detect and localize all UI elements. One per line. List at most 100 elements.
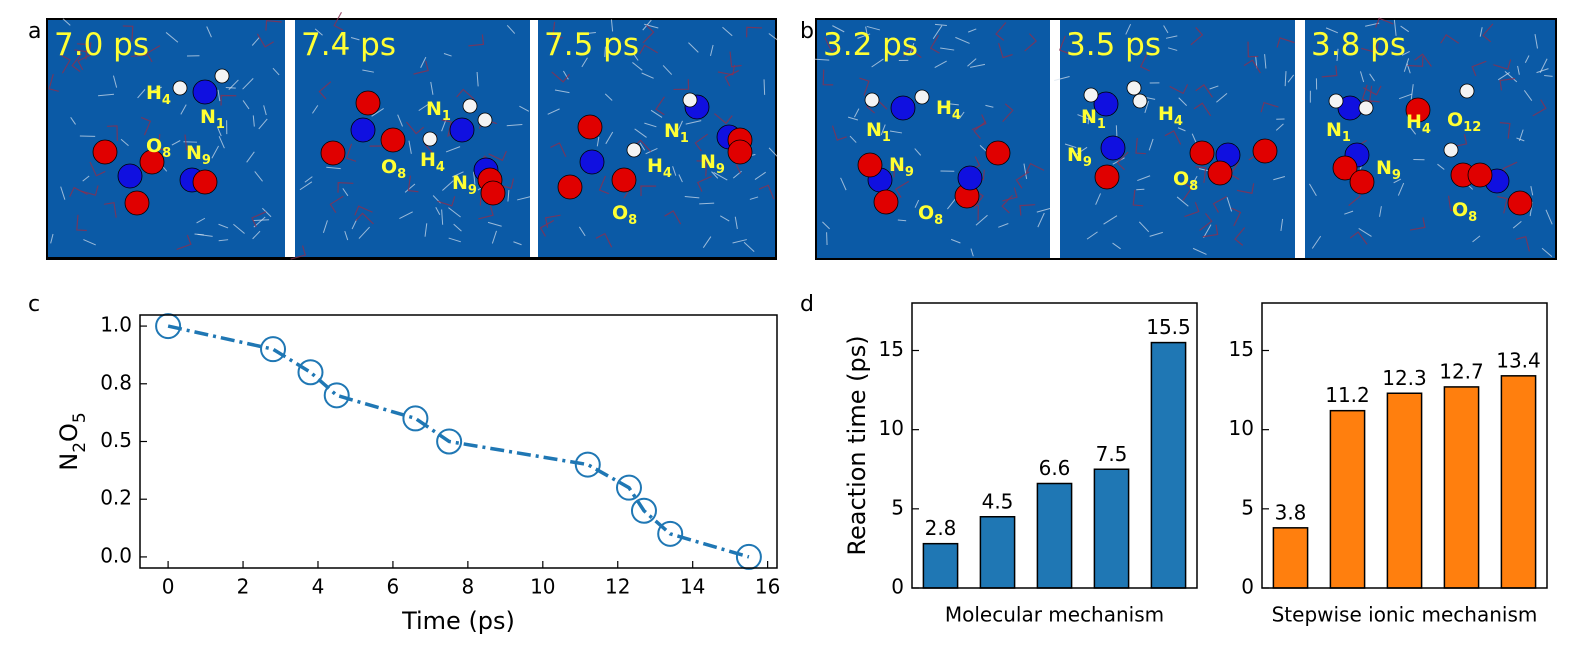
solvent	[1534, 34, 1538, 49]
solvent	[242, 100, 250, 110]
solvent-chain	[1182, 181, 1193, 201]
atom-label: N1	[1326, 119, 1351, 146]
solvent	[871, 58, 884, 68]
solvent-chain	[1497, 195, 1508, 214]
marker	[323, 382, 350, 409]
solvent-chain	[405, 121, 425, 135]
y-axis-label: N2O5	[55, 412, 90, 471]
atom	[579, 149, 605, 175]
solvent	[445, 146, 461, 153]
atom	[1083, 87, 1099, 103]
solvent-chain	[146, 45, 161, 63]
snapshot-time: 3.8 ps	[1311, 27, 1406, 63]
atom	[355, 90, 381, 116]
atom	[1507, 190, 1533, 216]
atom-label: H4	[146, 82, 171, 109]
solvent	[702, 236, 712, 248]
solvent	[678, 174, 683, 183]
solvent	[849, 135, 857, 143]
solvent	[397, 114, 403, 127]
solvent	[1167, 47, 1178, 51]
bar	[1036, 482, 1073, 589]
atom	[957, 165, 983, 191]
atom	[117, 163, 143, 189]
solvent	[967, 28, 977, 33]
solvent-chain	[103, 201, 117, 218]
solvent	[970, 63, 986, 68]
solvent	[326, 166, 341, 170]
solvent	[272, 67, 280, 76]
atom	[873, 189, 899, 215]
solvent-chain	[1243, 59, 1261, 74]
bar	[1272, 527, 1309, 589]
atom	[422, 131, 438, 147]
solvent	[699, 202, 715, 205]
bar	[979, 516, 1016, 589]
marker	[630, 497, 657, 524]
atom	[1358, 100, 1374, 116]
solvent	[452, 171, 464, 178]
bar	[1443, 386, 1480, 589]
solvent	[1403, 58, 1410, 72]
solvent	[1497, 72, 1510, 81]
solvent	[1369, 73, 1375, 82]
solvent-chain	[1532, 99, 1547, 117]
solvent	[225, 87, 236, 89]
solvent	[517, 196, 531, 201]
atom	[1093, 91, 1119, 117]
solvent-chain	[1002, 103, 1014, 123]
atom-label: N9	[452, 172, 477, 199]
atom-label: N9	[186, 142, 211, 169]
solvent-chain	[1407, 56, 1424, 67]
solvent	[1400, 25, 1410, 33]
solvent-chain	[158, 134, 169, 151]
solvent-chain	[1236, 183, 1255, 194]
solvent	[424, 223, 428, 237]
solvent	[1165, 35, 1178, 39]
solvent	[1077, 114, 1092, 121]
marker	[260, 336, 287, 363]
solvent	[970, 248, 974, 257]
value-label: 11.2	[1325, 383, 1370, 407]
solvent	[171, 140, 181, 146]
atom-label: N1	[866, 119, 891, 146]
solvent	[1536, 68, 1549, 74]
solvent	[312, 105, 319, 114]
solvent-chain	[1195, 84, 1213, 98]
solvent-chain	[106, 125, 118, 142]
value-label: 7.5	[1096, 442, 1128, 466]
atom-label: N9	[1067, 144, 1092, 171]
solvent-chain	[345, 143, 357, 162]
solvent	[605, 131, 614, 145]
solvent-chain	[929, 34, 940, 54]
solvent	[768, 33, 778, 41]
atom-label: N9	[889, 154, 914, 181]
solvent	[342, 188, 349, 197]
solvent	[197, 233, 213, 237]
solvent-chain	[824, 37, 841, 52]
solvent	[946, 198, 957, 210]
solvent-chain	[1202, 224, 1219, 238]
frame-gap	[1295, 20, 1305, 258]
atom	[985, 140, 1011, 166]
atom-label: N9	[1376, 157, 1401, 184]
solvent	[644, 122, 657, 128]
solvent	[50, 233, 54, 244]
solvent-chain	[488, 150, 507, 162]
solvent-chain	[822, 69, 834, 86]
solvent-chain	[1361, 42, 1380, 54]
solvent	[632, 53, 639, 61]
solvent-chain	[729, 51, 742, 68]
solvent	[854, 108, 860, 118]
snapshot-frame	[817, 20, 1050, 258]
solvent	[979, 145, 987, 152]
solvent	[650, 109, 663, 118]
solvent	[719, 215, 730, 222]
solvent	[322, 220, 328, 233]
x-tick-label: 10	[530, 575, 555, 599]
y-tick-label: 5	[1241, 495, 1254, 519]
solvent	[749, 196, 759, 200]
solvent-chain	[333, 11, 344, 31]
solvent	[350, 36, 360, 41]
solvent	[934, 60, 947, 69]
